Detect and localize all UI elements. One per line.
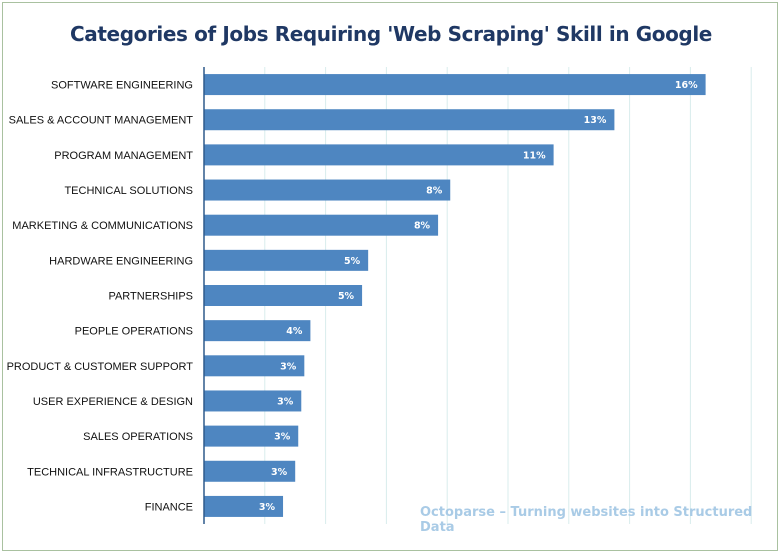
data-label: 5% — [344, 256, 361, 267]
data-label: 3% — [277, 396, 294, 407]
category-label: HARDWARE ENGINEERING — [49, 255, 193, 267]
bar — [204, 214, 439, 236]
data-label: 3% — [259, 502, 276, 513]
bar — [204, 460, 296, 482]
bar — [204, 320, 311, 342]
bar — [204, 425, 299, 447]
data-label: 8% — [426, 186, 443, 197]
category-label: TECHNICAL SOLUTIONS — [64, 185, 193, 197]
data-label: 13% — [584, 115, 607, 126]
bars: 16% 13% 11% 8% 8% 5% 5% 4% 3% 3% 3% 3% 3% — [204, 74, 706, 517]
bar — [204, 74, 706, 96]
category-label: MARKETING & COMMUNICATIONS — [12, 220, 193, 232]
bar — [204, 179, 451, 201]
category-label: PROGRAM MANAGEMENT — [54, 150, 193, 162]
data-label: 8% — [414, 221, 431, 232]
category-label: USER EXPERIENCE & DESIGN — [33, 396, 193, 408]
category-labels: SOFTWARE ENGINEERING SALES & ACCOUNT MANA… — [7, 80, 194, 514]
category-label: SALES OPERATIONS — [83, 431, 193, 443]
chart-title: Categories of Jobs Requiring 'Web Scrapi… — [70, 22, 712, 46]
category-label: SALES & ACCOUNT MANAGEMENT — [9, 115, 194, 127]
data-label: 5% — [338, 291, 355, 302]
bar — [204, 390, 302, 412]
bar — [204, 249, 369, 271]
bar — [204, 285, 363, 306]
category-label: PRODUCT & CUSTOMER SUPPORT — [7, 361, 194, 373]
data-label: 11% — [523, 150, 546, 161]
bar — [204, 144, 554, 166]
category-label: SOFTWARE ENGINEERING — [51, 80, 193, 92]
bar — [204, 109, 615, 131]
data-label: 16% — [675, 80, 698, 91]
data-label: 3% — [280, 361, 297, 372]
data-label: 4% — [286, 326, 303, 337]
category-label: PARTNERSHIPS — [108, 291, 193, 303]
data-label: 3% — [274, 432, 291, 443]
data-label: 3% — [271, 467, 288, 478]
category-label: TECHNICAL INFRASTRUCTURE — [27, 466, 193, 478]
bar — [204, 495, 284, 517]
category-label: FINANCE — [145, 501, 193, 513]
watermark-text: Octoparse – Turning websites into Struct… — [420, 505, 753, 535]
bar — [204, 355, 305, 377]
gridlines — [264, 67, 752, 524]
category-label: PEOPLE OPERATIONS — [75, 326, 193, 338]
